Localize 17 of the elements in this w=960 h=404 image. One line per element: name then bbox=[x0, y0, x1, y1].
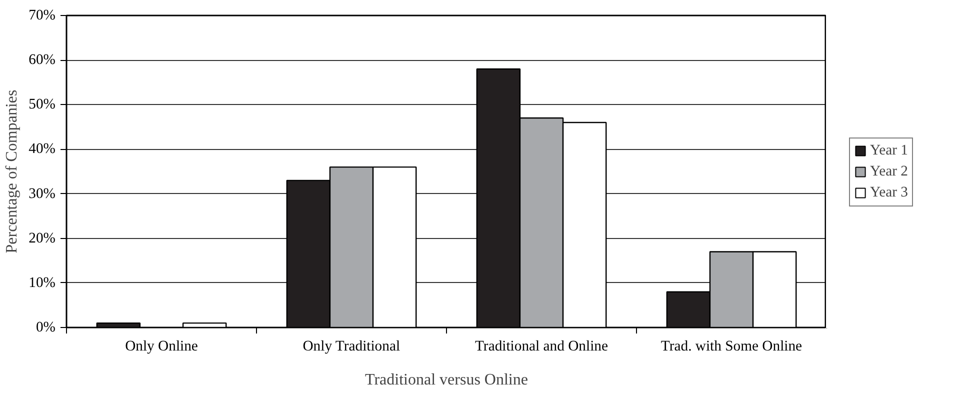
y-tick-label: 30% bbox=[28, 186, 56, 202]
y-tick-label: 0% bbox=[36, 320, 56, 336]
x-tick-label: Only Online bbox=[125, 338, 198, 354]
y-tick-label: 40% bbox=[28, 141, 56, 158]
y-axis-title: Percentage of Companies bbox=[4, 90, 21, 254]
y-tick-label: 10% bbox=[28, 274, 56, 291]
legend-label: Year 1 bbox=[870, 142, 908, 159]
legend-label: Year 3 bbox=[870, 184, 908, 201]
x-tick-label: Only Traditional bbox=[302, 338, 400, 354]
y-tick-label: 70% bbox=[28, 8, 56, 24]
x-axis-title: Traditional versus Online bbox=[365, 372, 528, 388]
y-tick-label: 20% bbox=[28, 230, 56, 246]
x-tick-label: Traditional and Online bbox=[475, 338, 608, 354]
y-tick-label: 60% bbox=[28, 52, 56, 68]
x-tick-label: Trad. with Some Online bbox=[660, 338, 802, 354]
legend-label: Year 2 bbox=[870, 163, 908, 180]
y-tick-label: 50% bbox=[28, 96, 56, 113]
